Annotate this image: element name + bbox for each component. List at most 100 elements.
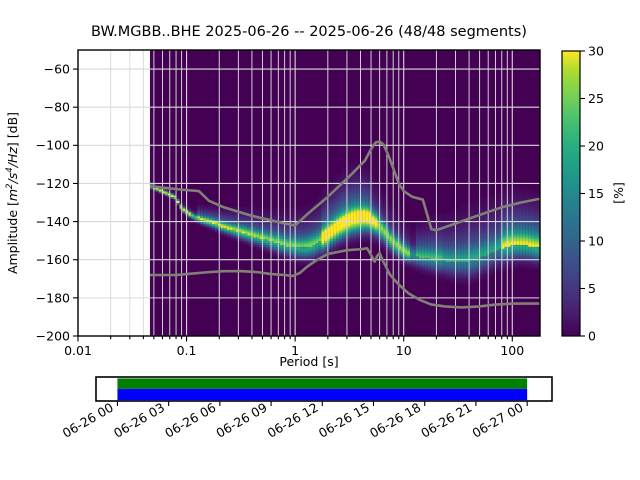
ppsd-cell [315,254,319,257]
ppsd-cell [356,183,360,186]
ppsd-cell [285,212,289,215]
ppsd-cell [501,212,505,215]
ppsd-cell [206,227,210,230]
ppsd-cell [383,229,387,232]
ppsd-cell [318,210,322,213]
ppsd-cell [158,193,162,196]
ppsd-cell [336,210,340,213]
ppsd-cell [537,267,540,270]
ppsd-cell [374,240,378,243]
ppsd-cell [303,259,307,263]
ppsd-cell [392,206,396,209]
ppsd-cell [223,210,227,213]
ppsd-cell [430,234,434,238]
ppsd-cell [504,219,508,222]
ppsd-cell [371,196,375,200]
colorbar-tick-label: 0 [588,328,596,343]
ppsd-cell [238,213,242,217]
ppsd-cell [474,238,478,242]
ppsd-cell [436,242,440,245]
ppsd-cell [522,246,526,249]
ppsd-cell [356,179,360,182]
ppsd-cell [451,274,455,278]
ppsd-cell [439,252,443,255]
ppsd-cell [424,261,428,264]
y-tick-label: −120 [36,176,70,191]
ppsd-cell [489,204,493,207]
ppsd-cell [436,263,440,266]
ppsd-cell [285,248,289,251]
ppsd-cell [501,215,505,219]
ppsd-cell [395,250,399,253]
ppsd-cell [460,265,464,268]
ppsd-cell [203,212,207,215]
ppsd-cell [489,219,493,222]
ppsd-cell [247,225,251,228]
ppsd-cell [472,246,475,249]
ppsd-cell [194,219,198,222]
ppsd-cell [344,225,348,228]
ppsd-cell [235,231,239,234]
ppsd-cell [206,223,210,226]
ppsd-cell [448,221,452,224]
ppsd-cell [401,263,405,266]
ppsd-cell [365,196,369,200]
ppsd-cell [407,240,410,243]
ppsd-cell [483,244,487,247]
ppsd-cell [353,185,357,188]
ppsd-cell [365,189,369,192]
ppsd-cell [489,259,493,263]
ppsd-cell [318,206,322,209]
ppsd-cell [312,200,316,203]
ppsd-cell [383,238,387,242]
ppsd-cell [507,240,511,243]
ppsd-cell [457,242,461,245]
ppsd-cell [353,240,357,243]
ppsd-cell [274,215,278,219]
ppsd-cell [164,194,168,198]
ppsd-cell [344,185,348,188]
ppsd-cell [327,189,331,192]
ppsd-cell [469,229,473,232]
ppsd-cell [516,265,520,268]
ppsd-cell [445,265,449,268]
ppsd-cell [241,238,245,242]
ppsd-cell [368,204,372,207]
ppsd-cell [469,278,473,282]
ppsd-cell [371,229,375,232]
ppsd-cell [528,240,532,243]
ppsd-cell [271,213,275,217]
ppsd-cell [501,255,505,259]
ppsd-cell [374,194,378,198]
ppsd-cell [489,196,493,200]
ppsd-cell [427,250,431,253]
ppsd-cell [439,265,443,268]
ppsd-cell [359,217,363,221]
ppsd-cell [507,217,511,221]
ppsd-cell [380,236,384,240]
ppsd-cell [474,252,478,255]
ppsd-cell [353,244,357,247]
ppsd-cell [356,191,360,194]
ppsd-cell [421,263,425,266]
ppsd-cell [241,221,245,224]
ppsd-cell [362,213,366,217]
ppsd-cell [318,246,322,249]
ppsd-cell [315,200,319,203]
ppsd-cell [383,217,387,221]
ppsd-cell [460,246,464,249]
ppsd-cell [356,231,360,234]
ppsd-cell [259,210,263,213]
ppsd-cell [197,206,201,209]
ppsd-cell [342,206,345,209]
ppsd-cell [513,217,517,221]
ppsd-cell [336,246,340,249]
ppsd-cell [404,229,408,232]
ppsd-cell [223,217,227,221]
ppsd-cell [368,208,372,211]
ppsd-cell [315,221,319,224]
ppsd-cell [312,225,316,228]
ppsd-cell [433,213,437,217]
ppsd-cell [513,259,517,263]
ppsd-cell [350,233,354,236]
